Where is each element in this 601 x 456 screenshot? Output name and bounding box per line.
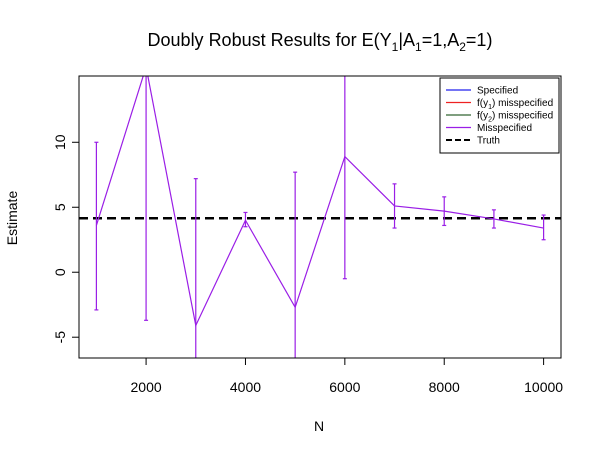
y-tick-label: 5 [52,203,68,211]
plot-frame [78,75,562,359]
x-axis-label: N [314,418,324,434]
legend-item: Misspecified [446,123,532,134]
legend-label: Misspecified [477,123,532,134]
y-tick-label: -5 [52,331,68,344]
x-tick-label: 10000 [524,379,563,395]
y-axis-label: Estimate [4,191,20,246]
y-tick-label: 10 [52,134,68,150]
legend-item: f(y1) misspecified [446,98,553,111]
legend-item: f(y2) misspecified [446,111,553,124]
x-tick-label: 2000 [131,379,162,395]
legend-label: f(y2) misspecified [477,111,553,124]
legend-label: Specified [477,86,518,97]
legend-item: Specified [446,86,518,97]
x-tick-label: 4000 [230,379,261,395]
legend-item: Truth [446,136,500,147]
x-tick-label: 8000 [429,379,460,395]
x-tick-label: 6000 [329,379,360,395]
chart-title: Doubly Robust Results for E(Y1|A1=1,A2=1… [148,30,493,54]
y-tick-label: 0 [52,268,68,276]
legend-label: Truth [477,136,500,147]
legend-label: f(y1) misspecified [477,98,553,111]
series-line-misspecified [95,76,544,328]
